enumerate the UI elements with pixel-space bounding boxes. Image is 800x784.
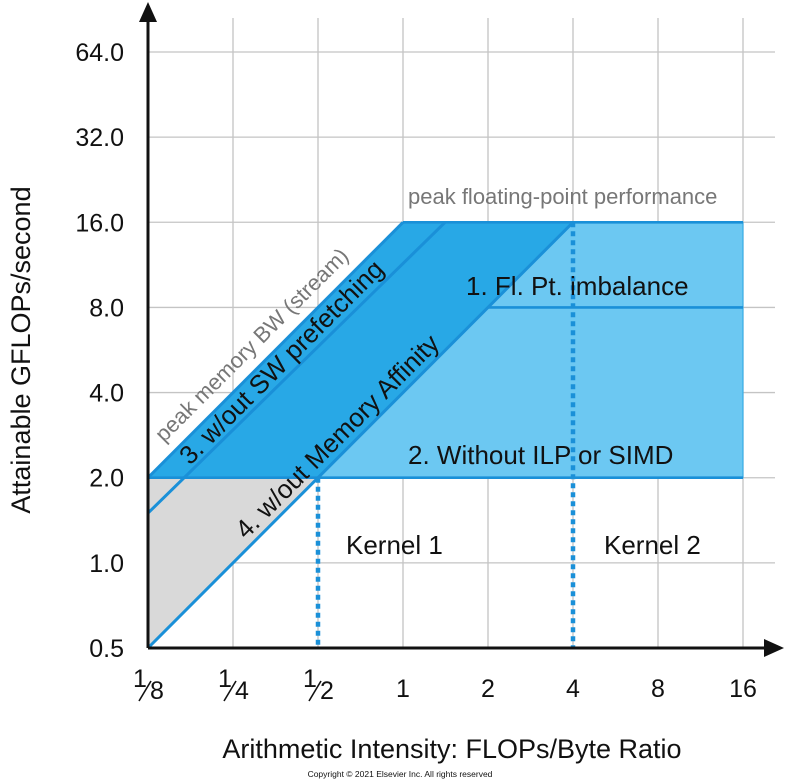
kernel-label-1: Kernel 1	[346, 530, 443, 560]
y-tick-label: 8.0	[89, 294, 124, 322]
ceiling-label-fp-imbalance: 1. Fl. Pt. imbalance	[466, 271, 689, 301]
x-tick-slash	[138, 680, 152, 702]
y-tick-label: 1.0	[89, 550, 124, 578]
y-tick-label: 2.0	[89, 465, 124, 493]
bandwidth-line-1	[146, 221, 405, 479]
ceiling-label-peak-fp: peak floating-point performance	[408, 184, 717, 209]
x-tick-denominator: 4	[235, 677, 249, 705]
x-tick-numerator: 1	[218, 665, 232, 693]
x-tick-slash	[308, 680, 322, 702]
y-tick-label: 4.0	[89, 380, 124, 408]
x-tick-label: 4	[566, 675, 580, 703]
y-tick-label: 64.0	[75, 39, 124, 67]
region-dark	[148, 222, 573, 478]
x-tick-numerator: 1	[303, 665, 317, 693]
y-axis-title: Attainable GFLOPs/second	[6, 186, 36, 513]
y-tick-label: 0.5	[89, 635, 124, 663]
x-tick-numerator: 1	[133, 665, 147, 693]
axes: 0.51.02.04.08.016.032.064.01 8 1 4 1 2 1 2 4 8 16	[75, 2, 784, 705]
x-tick-label: 1	[396, 675, 410, 703]
x-tick-label: 16	[729, 675, 757, 703]
ceiling-label-ilp-simd: 2. Without ILP or SIMD	[408, 440, 673, 470]
bandwidth-line-2	[146, 221, 447, 515]
x-tick-denominator: 2	[320, 677, 334, 705]
y-tick-label: 16.0	[75, 209, 124, 237]
y-tick-label: 32.0	[75, 124, 124, 152]
kernel-label-2: Kernel 2	[604, 530, 701, 560]
x-tick-slash	[223, 680, 237, 702]
x-tick-label: 8	[651, 675, 665, 703]
x-tick-label: 2	[481, 675, 495, 703]
y-axis-arrow	[139, 2, 157, 22]
copyright-notice: Copyright © 2021 Elsevier Inc. All right…	[308, 769, 493, 779]
x-tick-denominator: 8	[150, 677, 164, 705]
x-axis-arrow	[764, 639, 784, 657]
bandwidth-line-3	[146, 221, 575, 650]
x-axis-title: Arithmetic Intensity: FLOPs/Byte Ratio	[222, 734, 681, 764]
series-lines	[146, 220, 743, 650]
